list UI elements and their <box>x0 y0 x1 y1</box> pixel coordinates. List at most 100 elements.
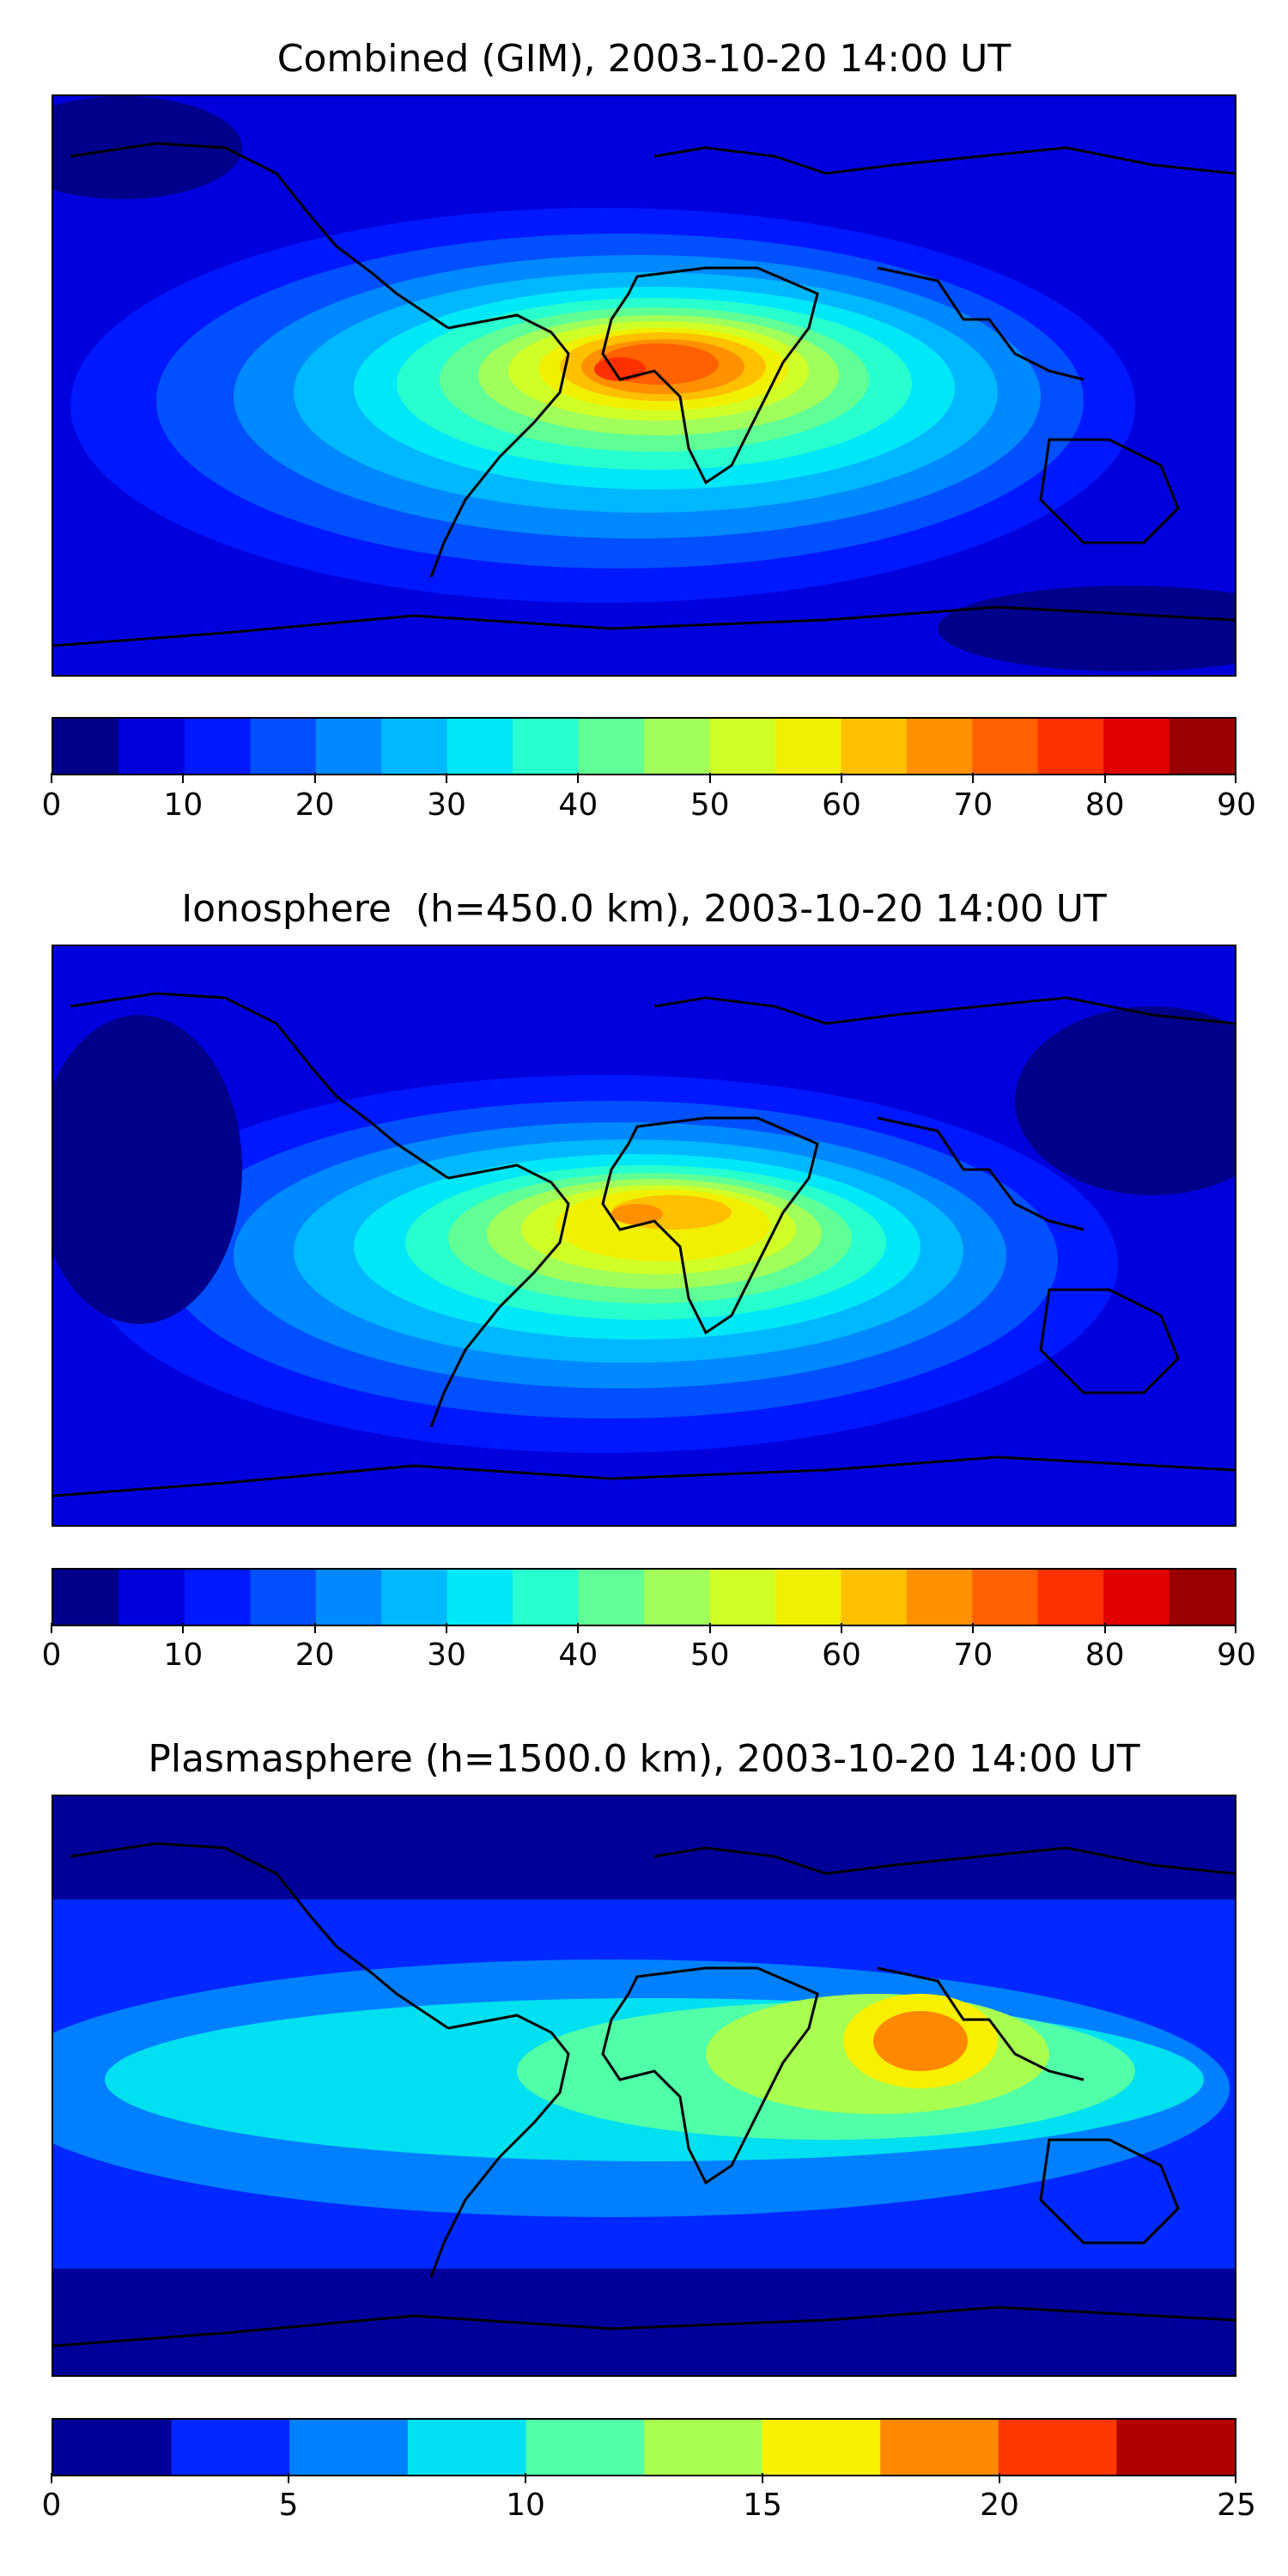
colorbar-swatch <box>972 719 1039 774</box>
colorbar-tick <box>182 773 185 783</box>
colorbar-swatch <box>513 719 580 774</box>
colorbar-tick <box>999 2473 1000 2483</box>
map-title: Combined (GIM), 2003-10-20 14:00 UT <box>276 37 1012 81</box>
colorbar-swatch <box>250 1570 317 1625</box>
colorbar-tick <box>1103 1623 1106 1633</box>
colorbar-swatch <box>53 719 120 774</box>
colorbar-tick-label: 20 <box>295 787 335 823</box>
coastlines <box>53 1842 1235 2348</box>
contour-band <box>53 96 242 199</box>
colorbar-swatches <box>53 719 1235 774</box>
colorbar-tick-label: 5 <box>278 2488 299 2523</box>
colorbar-swatch <box>315 719 382 774</box>
contour-band <box>873 2011 968 2071</box>
colorbar-tick-label: 60 <box>822 1637 861 1673</box>
colorbar-tick <box>762 2473 763 2483</box>
colorbar-tick <box>182 1623 185 1633</box>
colorbar-swatch <box>644 1570 711 1625</box>
colorbar-swatch <box>841 719 908 774</box>
colorbar-swatch <box>513 1570 580 1625</box>
colorbar-swatch <box>118 1570 185 1625</box>
colorbar-swatch <box>315 1570 382 1625</box>
colorbar-swatch <box>289 2420 409 2475</box>
colorbar <box>52 2418 1236 2476</box>
colorbar-tick <box>313 773 316 783</box>
colorbar-tick <box>1235 2473 1236 2483</box>
colorbar-ticks: 0 5 10 15 20 25 <box>42 2473 1256 2524</box>
colorbar-tick-label: 30 <box>427 1637 466 1673</box>
colorbar-tick-label: 40 <box>558 787 598 823</box>
colorbar-swatch <box>1169 719 1235 774</box>
colorbar-swatch <box>184 1570 251 1625</box>
colorbar-tick-label: 30 <box>427 787 466 823</box>
colorbar-swatch <box>1169 1570 1235 1625</box>
contour-band <box>611 1204 663 1224</box>
colorbar <box>52 1568 1236 1626</box>
contour-band <box>53 1015 242 1324</box>
colorbar-tick <box>708 773 711 783</box>
tec-map-combined <box>52 94 1236 677</box>
colorbar-tick-label: 0 <box>41 787 62 823</box>
colorbar-tick <box>525 2473 526 2483</box>
colorbar-tick-label: 20 <box>980 2488 1019 2523</box>
colorbar-swatch <box>906 719 973 774</box>
colorbar-tick <box>577 1623 580 1633</box>
colorbar-tick <box>51 2473 52 2483</box>
colorbar-swatch <box>1037 1570 1104 1625</box>
colorbar-tick-label: 80 <box>1084 1637 1125 1673</box>
colorbar-tick <box>51 1623 52 1633</box>
colorbar-swatch <box>1116 2420 1235 2475</box>
colorbar-ticks: 0 10 20 30 40 50 60 70 80 90 <box>42 773 1256 824</box>
colorbar-tick-label: 70 <box>953 1637 993 1673</box>
colorbar-tick <box>1235 773 1236 783</box>
colorbar-swatch <box>381 1570 448 1625</box>
colorbar-tick <box>972 1623 975 1633</box>
colorbar-tick-label: 50 <box>690 787 730 823</box>
colorbar-swatch <box>709 1570 776 1625</box>
colorbar-tick <box>446 1623 447 1633</box>
colorbar-swatch <box>1103 1570 1170 1625</box>
colorbar-tick-label: 20 <box>295 1637 335 1673</box>
colorbar-tick <box>1103 773 1106 783</box>
colorbar-tick <box>577 773 580 783</box>
colorbar-tick <box>288 2473 289 2483</box>
colorbar-tick-label: 25 <box>1217 2488 1256 2523</box>
colorbar-tick <box>841 1623 842 1633</box>
colorbar-swatch <box>762 2420 881 2475</box>
colorbar-tick <box>1235 1623 1236 1633</box>
colorbar <box>52 717 1236 775</box>
colorbar-swatch <box>447 1570 513 1625</box>
colorbar-tick <box>313 1623 316 1633</box>
colorbar-tick-label: 10 <box>163 787 204 823</box>
colorbar-swatch <box>184 719 251 774</box>
colorbar-swatch <box>171 2420 290 2475</box>
colorbar-swatch <box>250 719 317 774</box>
colorbar-swatch <box>906 1570 973 1625</box>
map-title: Ionosphere (h=450.0 km), 2003-10-20 14:0… <box>181 887 1107 931</box>
colorbar-swatch <box>578 719 645 774</box>
colorbar-tick <box>972 773 975 783</box>
colorbar-swatch <box>53 1570 120 1625</box>
colorbar-swatches <box>53 2420 1235 2475</box>
colorbar-swatch <box>709 719 776 774</box>
colorbar-swatch <box>644 719 711 774</box>
colorbar-tick-label: 80 <box>1084 787 1125 823</box>
colorbar-tick-label: 10 <box>163 1637 204 1673</box>
colorbar-swatch <box>1103 719 1170 774</box>
colorbar-swatch <box>998 2420 1117 2475</box>
colorbar-swatch <box>644 2420 763 2475</box>
colorbar-swatch <box>880 2420 999 2475</box>
colorbar-tick-label: 40 <box>558 1637 598 1673</box>
colorbar-swatch <box>972 1570 1039 1625</box>
colorbar-swatch <box>578 1570 645 1625</box>
colorbar-swatch <box>775 719 841 774</box>
colorbar-tick <box>446 773 447 783</box>
colorbar-swatch <box>775 1570 841 1625</box>
tec-map-ionosphere <box>52 945 1236 1527</box>
coastlines <box>53 142 1235 647</box>
coastlines <box>53 992 1235 1498</box>
colorbar-tick-label: 70 <box>953 787 993 823</box>
colorbar-swatch <box>118 719 185 774</box>
contour-band <box>1015 1006 1235 1195</box>
colorbar-tick <box>841 773 842 783</box>
